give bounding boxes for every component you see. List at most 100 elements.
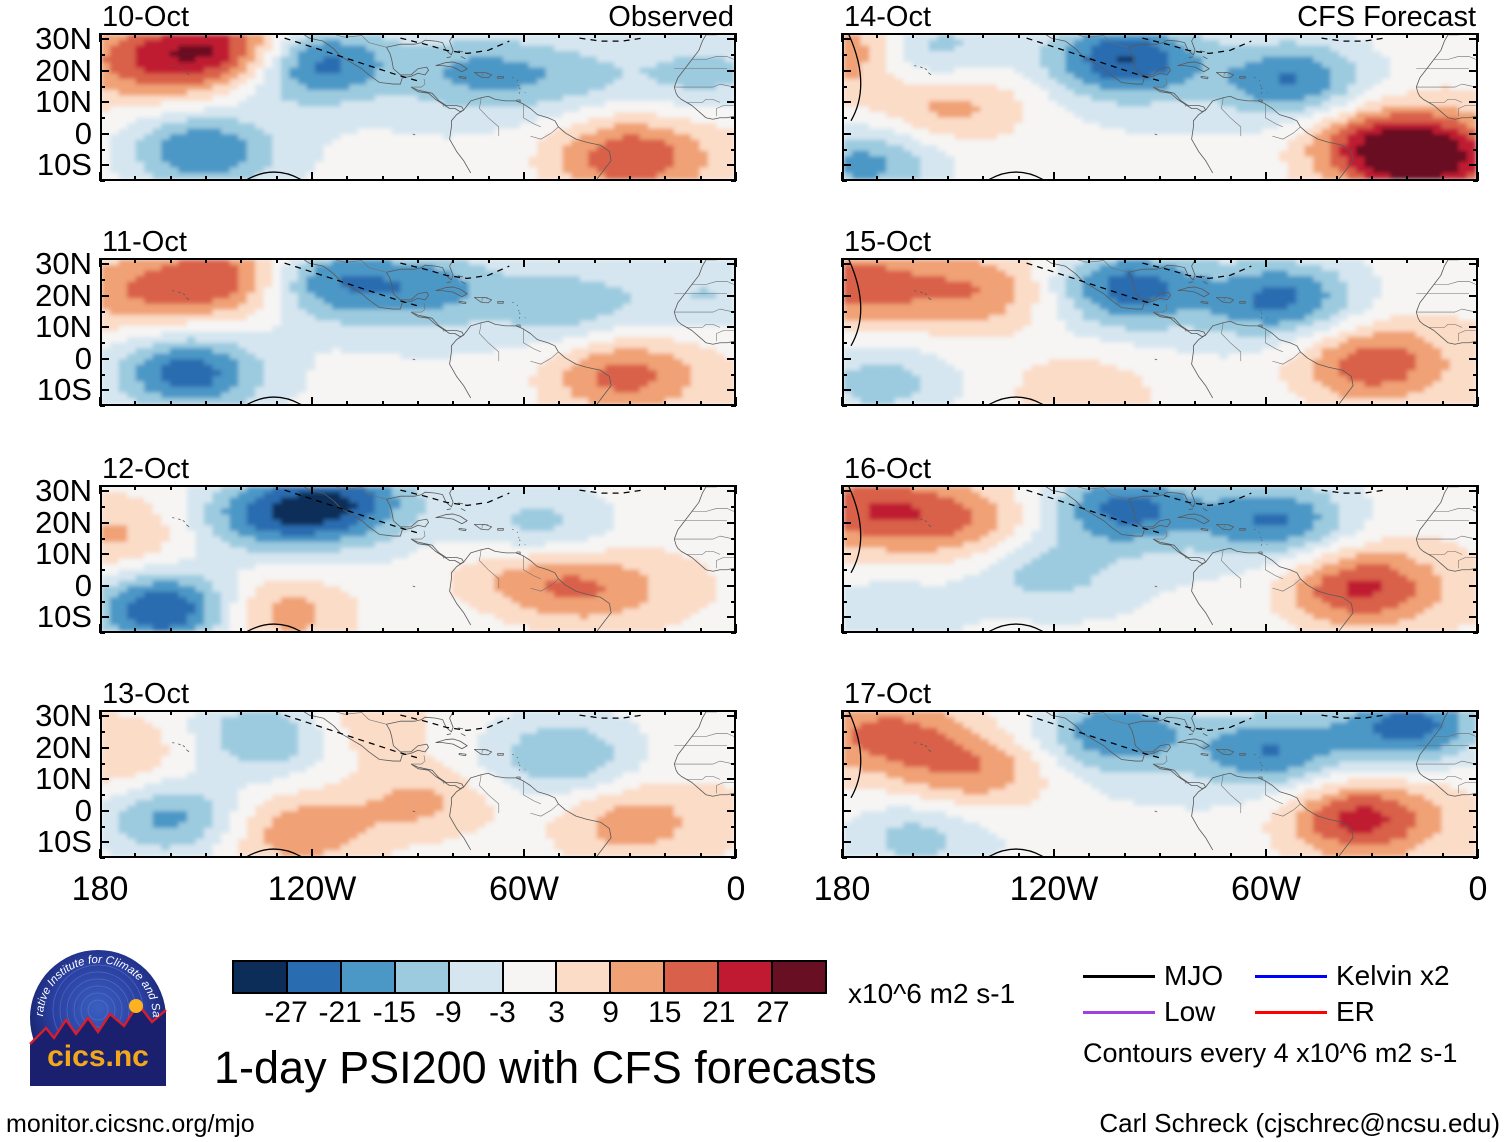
x-tick	[99, 258, 101, 267]
x-tick	[169, 258, 172, 263]
x-tick	[134, 853, 137, 858]
x-tick	[699, 853, 702, 858]
x-tick	[1017, 853, 1020, 858]
mjo-contours	[246, 37, 643, 179]
y-tick	[842, 778, 851, 781]
x-tick	[1229, 710, 1232, 715]
x-tick	[1335, 258, 1338, 263]
x-tick	[1477, 485, 1479, 494]
y-tick	[100, 357, 109, 360]
x-tick	[1017, 628, 1020, 633]
x-tick	[1159, 258, 1161, 263]
x-tick	[1194, 628, 1197, 633]
x-tick	[664, 176, 667, 181]
x-tick	[1123, 853, 1126, 858]
x-tick	[629, 258, 631, 263]
x-tick	[417, 853, 419, 858]
mjo-contours	[848, 487, 1385, 631]
x-tick	[876, 401, 879, 406]
x-tick	[346, 258, 349, 263]
x-tick	[311, 710, 313, 719]
x-tick	[487, 628, 490, 633]
x-tick	[311, 849, 313, 858]
x-tick	[99, 33, 101, 42]
x-tick	[947, 176, 949, 181]
x-tick	[558, 258, 561, 263]
y-tick	[842, 809, 851, 812]
x-axis-tick-label: 180	[71, 870, 129, 908]
x-tick	[134, 33, 137, 38]
x-tick	[1300, 401, 1303, 406]
x-tick	[629, 33, 631, 38]
y-tick	[100, 715, 109, 718]
x-tick	[205, 485, 207, 490]
x-tick	[311, 485, 313, 494]
y-tick	[100, 405, 105, 407]
x-tick	[841, 397, 843, 406]
y-tick	[842, 506, 847, 509]
x-tick	[1123, 33, 1126, 38]
x-tick	[452, 628, 455, 633]
y-axis-tick-label: 20N	[35, 504, 92, 540]
colorbar-segment-3	[395, 962, 450, 992]
y-axis-tick-label: 10N	[35, 84, 92, 120]
x-tick	[1088, 485, 1091, 490]
x-tick	[1441, 853, 1444, 858]
x-axis-tick-label: 0	[1468, 870, 1488, 908]
y-tick	[100, 180, 105, 182]
y-tick	[842, 101, 851, 104]
colorbar-segment-0	[234, 962, 288, 992]
y-tick	[1469, 101, 1478, 104]
x-tick	[1265, 397, 1267, 406]
y-tick	[842, 857, 847, 859]
x-tick	[629, 176, 631, 181]
y-tick	[1473, 762, 1478, 765]
x-tick	[1123, 710, 1126, 715]
x-tick	[487, 853, 490, 858]
x-tick	[452, 258, 455, 263]
y-tick	[100, 279, 105, 282]
x-tick	[1335, 628, 1338, 633]
y-tick	[731, 373, 736, 376]
y-tick	[731, 825, 736, 828]
x-tick	[240, 853, 243, 858]
x-tick	[1053, 258, 1055, 267]
x-tick	[735, 485, 737, 494]
x-tick	[240, 258, 243, 263]
x-tick	[452, 401, 455, 406]
y-tick	[100, 794, 105, 797]
y-tick	[1473, 506, 1478, 509]
x-tick	[275, 176, 278, 181]
x-tick	[346, 401, 349, 406]
y-tick	[1469, 326, 1478, 329]
x-tick	[1406, 710, 1409, 715]
colorbar-segment-7	[611, 962, 666, 992]
coastlines	[914, 35, 1476, 179]
x-tick	[947, 628, 949, 633]
x-tick	[134, 710, 137, 715]
y-tick	[100, 85, 105, 88]
site-url-label: monitor.cicsnc.org/mjo	[6, 1110, 255, 1138]
x-tick	[1477, 397, 1479, 406]
y-tick	[842, 616, 851, 619]
x-tick	[593, 628, 596, 633]
x-tick	[381, 485, 384, 490]
x-tick	[1477, 849, 1479, 858]
x-tick	[911, 853, 914, 858]
x-tick	[1371, 628, 1373, 633]
y-tick	[100, 841, 109, 844]
colorbar-tick-label: 15	[648, 996, 682, 1029]
x-tick	[1406, 401, 1409, 406]
y-tick	[100, 326, 109, 329]
colorbar-segment-9	[719, 962, 774, 992]
x-tick	[452, 176, 455, 181]
y-tick	[1473, 825, 1478, 828]
y-tick	[100, 569, 105, 572]
x-tick	[205, 401, 207, 406]
x-tick	[487, 176, 490, 181]
y-tick	[727, 809, 736, 812]
x-tick	[1265, 849, 1267, 858]
x-tick	[1300, 176, 1303, 181]
y-tick	[100, 69, 109, 72]
x-tick	[452, 853, 455, 858]
